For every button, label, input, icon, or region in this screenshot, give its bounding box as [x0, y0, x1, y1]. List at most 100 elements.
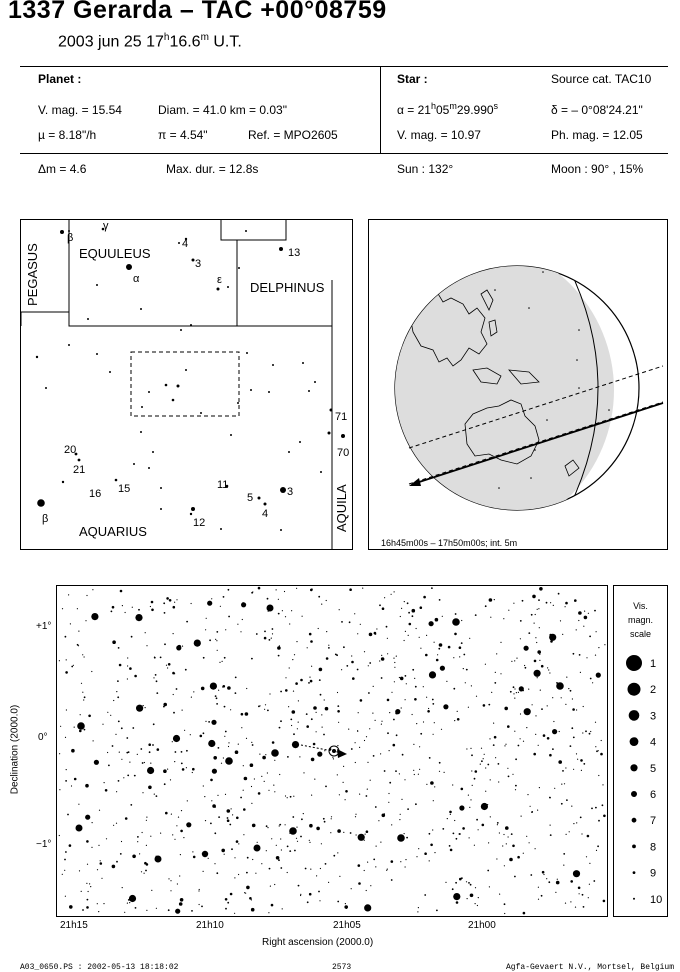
map-star [128, 894, 137, 903]
map-star [117, 647, 120, 649]
map-star [145, 863, 149, 866]
map-star [300, 893, 302, 895]
map-star [579, 816, 582, 819]
map-star [526, 835, 528, 837]
map-star [344, 903, 346, 905]
map-star [259, 753, 261, 755]
map-star [430, 843, 433, 847]
map-star [346, 665, 349, 667]
map-star [240, 712, 244, 716]
map-star [474, 903, 476, 905]
map-star [330, 832, 332, 834]
map-star [121, 758, 123, 760]
map-star [318, 679, 321, 681]
finder-star [184, 237, 188, 241]
map-star [250, 907, 255, 912]
map-star [211, 800, 213, 802]
map-star [549, 672, 551, 674]
map-star [524, 664, 526, 667]
finder-star [191, 507, 195, 511]
map-star [218, 816, 221, 818]
finder-star [176, 384, 180, 388]
map-star [311, 794, 313, 796]
map-star [76, 608, 78, 610]
map-star [507, 836, 509, 838]
map-star [324, 863, 327, 865]
map-star [91, 670, 93, 673]
map-star [454, 819, 456, 822]
map-star [240, 796, 243, 799]
moon-info: Moon : 90° , 15% [551, 162, 644, 176]
map-star [572, 708, 575, 711]
map-star [264, 630, 266, 633]
map-star [221, 660, 223, 662]
map-star [547, 667, 549, 669]
map-star [595, 672, 601, 678]
map-star [315, 711, 317, 713]
map-star [265, 754, 267, 756]
map-star [237, 623, 239, 625]
map-star [257, 586, 261, 590]
label-16: 16 [89, 488, 101, 500]
map-star [552, 729, 558, 735]
map-star [375, 866, 377, 868]
map-star [498, 781, 500, 783]
map-star [470, 799, 472, 801]
map-star [521, 599, 524, 602]
map-star [311, 588, 313, 591]
map-star [380, 723, 382, 725]
map-star [449, 810, 452, 814]
star-phmag: Ph. mag. = 12.05 [551, 128, 643, 142]
map-star [258, 705, 260, 708]
map-star [509, 690, 512, 693]
map-star [277, 612, 280, 615]
map-star [208, 739, 216, 748]
map-star [306, 901, 309, 904]
map-star [198, 903, 200, 906]
map-star [93, 759, 99, 765]
map-star [149, 605, 151, 608]
map-star [241, 618, 243, 621]
star-heading: Star : [397, 72, 428, 86]
map-star [124, 817, 128, 820]
map-star [266, 597, 269, 600]
map-star [211, 598, 213, 600]
date-h: h [163, 32, 170, 43]
finder-star [126, 264, 132, 270]
finder-star [160, 487, 162, 489]
map-star [310, 757, 315, 762]
map-star [301, 615, 303, 617]
map-star [432, 800, 434, 802]
map-star [151, 889, 153, 891]
xtick-21h10: 21h10 [196, 920, 224, 931]
map-star [455, 837, 458, 840]
map-star [399, 676, 404, 681]
map-star [390, 860, 394, 863]
map-star [574, 906, 577, 908]
map-star [291, 741, 300, 749]
map-star [422, 721, 425, 723]
map-star [65, 659, 67, 661]
xtick-21h05: 21h05 [333, 920, 361, 931]
map-star [392, 743, 396, 747]
finder-stars [35, 227, 345, 531]
map-star [105, 838, 108, 840]
map-star [299, 756, 301, 758]
map-star [536, 677, 538, 679]
const-delphinus: DELPHINUS [250, 280, 325, 295]
map-star [172, 633, 174, 635]
ytick-0: 0° [38, 732, 48, 743]
map-star [121, 887, 123, 889]
finder-star [272, 364, 274, 366]
map-star [365, 736, 368, 738]
map-star [269, 693, 271, 695]
map-star [291, 710, 296, 714]
asia-outline [408, 291, 488, 367]
map-star [267, 827, 269, 829]
finder-star [314, 381, 316, 383]
map-star [59, 753, 61, 755]
map-star [365, 795, 368, 797]
map-star [533, 752, 536, 756]
map-star [223, 656, 226, 659]
finder-star [308, 390, 310, 392]
